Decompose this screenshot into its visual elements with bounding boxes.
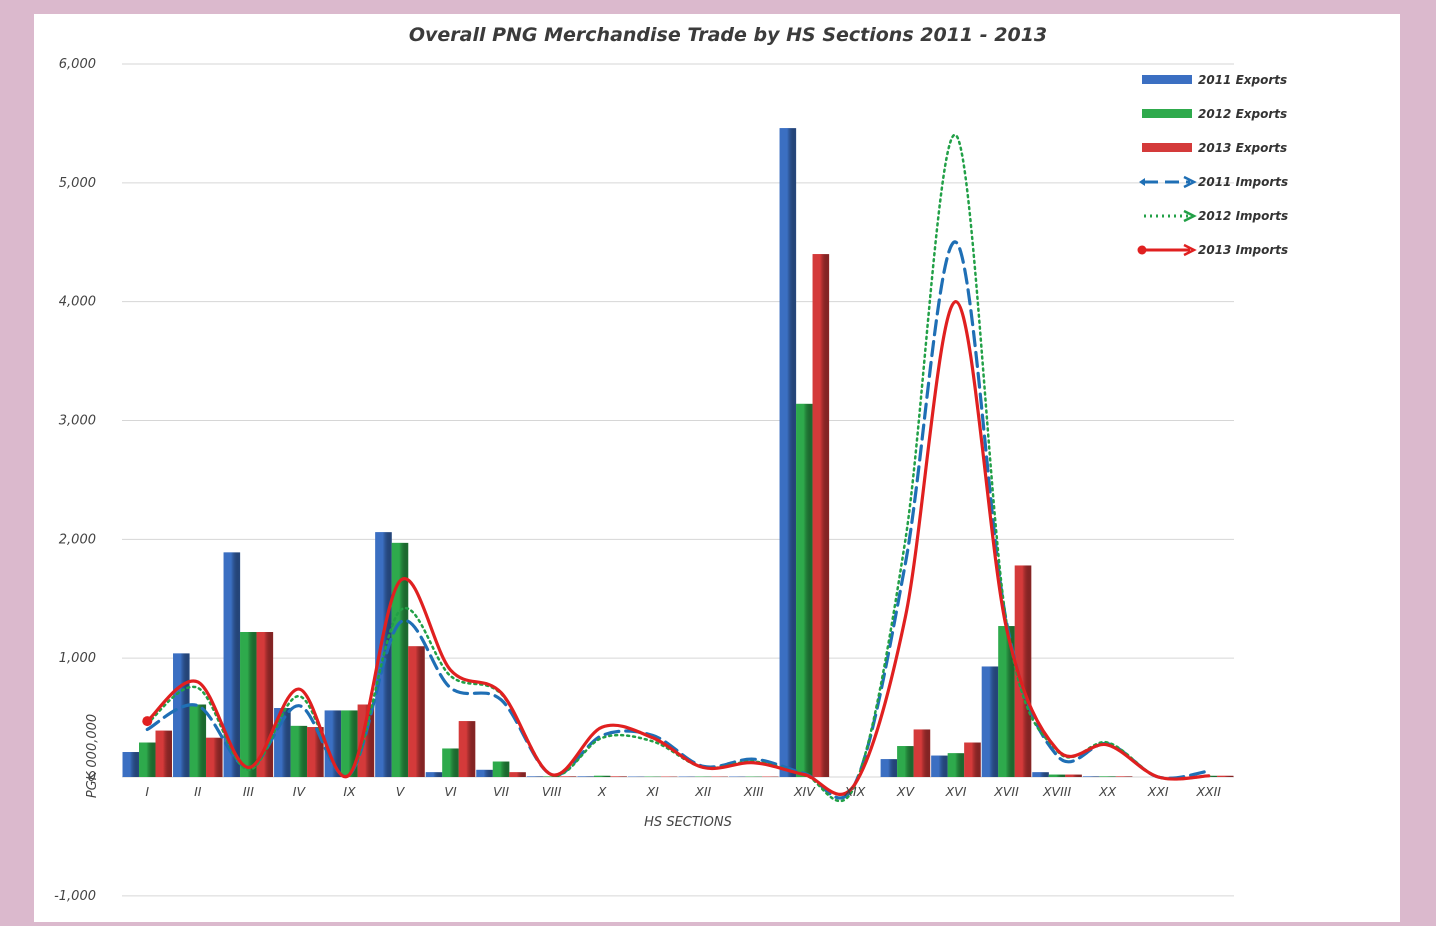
bar <box>577 776 594 777</box>
legend-label: 2013 Imports <box>1198 243 1288 257</box>
chart-title: Overall PNG Merchandise Trade by HS Sect… <box>409 24 1047 46</box>
bar <box>1099 776 1116 777</box>
y-tick-label: 3,000 <box>59 414 96 429</box>
legend-label: 2013 Exports <box>1198 141 1287 155</box>
bar <box>527 776 544 777</box>
legend-item: 2012 Imports <box>1144 209 1288 223</box>
import-line <box>147 135 1208 801</box>
bar <box>240 632 257 777</box>
bar <box>291 726 308 777</box>
bar <box>914 729 931 777</box>
x-tick-label: XIII <box>743 784 764 799</box>
bar <box>1116 776 1133 777</box>
x-tick-label: XIX <box>843 784 865 799</box>
x-tick-label: XV <box>896 784 916 799</box>
bar <box>493 762 510 777</box>
bar <box>1065 775 1082 777</box>
x-tick-label: XXII <box>1195 784 1221 799</box>
bar <box>881 759 898 777</box>
bar <box>257 632 274 777</box>
legend-label: 2012 Exports <box>1198 107 1287 121</box>
x-tick-label: XVII <box>993 784 1019 799</box>
legend-label: 2011 Exports <box>1198 73 1287 87</box>
x-tick-label: XXI <box>1147 784 1169 799</box>
line-series <box>142 135 1208 801</box>
x-tick-label: X <box>597 784 607 799</box>
y-tick-label: 1,000 <box>59 651 96 666</box>
bar <box>206 738 223 777</box>
bar <box>982 666 999 777</box>
bar <box>426 772 443 777</box>
x-tick-label: I <box>145 784 149 799</box>
legend-item: 2013 Exports <box>1142 141 1287 155</box>
x-tick-label: VI <box>444 784 457 799</box>
bar <box>408 646 425 777</box>
x-tick-label: IX <box>343 784 356 799</box>
bar <box>813 254 830 777</box>
bar <box>509 772 526 777</box>
bar <box>964 743 981 777</box>
x-tick-label: XVIII <box>1042 784 1071 799</box>
bar-series <box>123 128 1234 777</box>
x-tick-label: VIII <box>542 784 562 799</box>
bar <box>139 743 156 777</box>
x-tick-label: II <box>194 784 202 799</box>
x-tick-label: XX <box>1098 784 1117 799</box>
y-axis-label: PGK 000,000 <box>85 714 100 798</box>
legend-item: 2012 Exports <box>1142 107 1287 121</box>
bar <box>780 128 797 777</box>
x-tick-label: VII <box>493 784 509 799</box>
bar <box>594 776 611 777</box>
legend-label: 2011 Imports <box>1198 175 1288 189</box>
bar <box>796 404 813 777</box>
bar <box>1049 775 1066 777</box>
import-line <box>147 242 1208 798</box>
bar <box>560 776 577 777</box>
y-tick-label: 2,000 <box>59 532 96 547</box>
y-tick-label: -1,000 <box>54 889 96 904</box>
legend-item: 2013 Imports <box>1138 243 1289 257</box>
x-tick-label: III <box>243 784 254 799</box>
bar <box>476 770 493 777</box>
x-axis-label: HS SECTIONS <box>644 815 732 830</box>
chart-panel: Overall PNG Merchandise Trade by HS Sect… <box>34 14 1400 922</box>
bar <box>931 756 948 777</box>
x-tick-label: XVI <box>945 784 967 799</box>
line-start-marker <box>142 716 152 726</box>
bar <box>156 731 173 777</box>
legend: 2011 Exports 2012 Exports 2013 Exports 2011… <box>1138 73 1289 257</box>
y-tick-label: 5,000 <box>59 176 96 191</box>
bar <box>1032 772 1049 777</box>
bar <box>897 746 914 777</box>
bar <box>190 705 207 777</box>
bar <box>610 776 627 777</box>
x-tick-label: XII <box>694 784 711 799</box>
bar <box>1217 776 1234 777</box>
legend-label: 2012 Imports <box>1198 209 1288 223</box>
legend-swatch <box>1142 109 1192 118</box>
bar <box>948 753 965 777</box>
bar <box>1083 776 1100 777</box>
bar <box>442 748 459 777</box>
chart-svg: Overall PNG Merchandise Trade by HS Sect… <box>34 14 1400 922</box>
bar <box>543 776 560 777</box>
bar <box>173 653 190 777</box>
bar <box>459 721 476 777</box>
legend-swatch <box>1142 75 1192 84</box>
bar <box>123 752 140 777</box>
legend-item: 2011 Imports <box>1139 175 1288 189</box>
y-tick-label: 4,000 <box>59 295 96 310</box>
x-tick-label: V <box>396 784 406 799</box>
x-tick-label: XIV <box>793 784 816 799</box>
legend-swatch <box>1142 143 1192 152</box>
import-line <box>147 302 1208 795</box>
x-tick-label: XI <box>646 784 660 799</box>
y-tick-label: 6,000 <box>59 57 96 72</box>
x-tick-label: IV <box>293 784 307 799</box>
legend-item: 2011 Exports <box>1142 73 1287 87</box>
